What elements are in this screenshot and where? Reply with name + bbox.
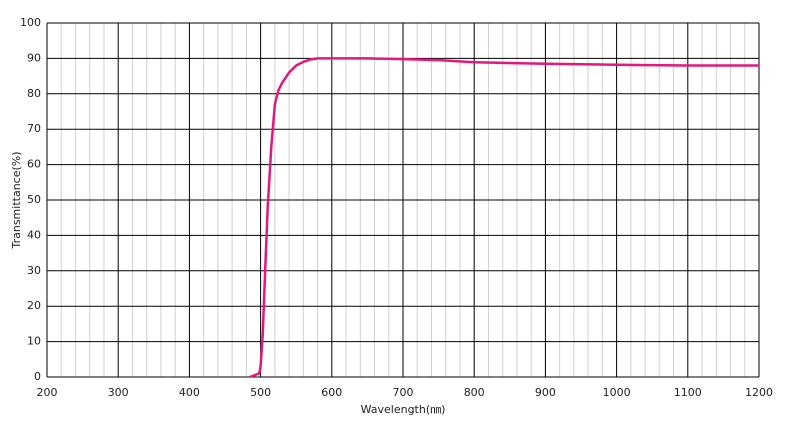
x-tick-label: 200 [37,386,58,399]
y-tick-label: 90 [27,51,41,64]
y-tick-label: 20 [27,299,41,312]
x-tick-label: 300 [108,386,129,399]
y-tick-label: 30 [27,264,41,277]
x-tick-label: 1200 [745,386,773,399]
y-tick-label: 60 [27,158,41,171]
x-tick-label: 600 [321,386,342,399]
x-tick-label: 1100 [674,386,702,399]
data-line [249,57,759,379]
x-tick-label: 500 [250,386,271,399]
y-tick-label: 40 [27,228,41,241]
y-tick-label: 70 [27,122,41,135]
y-tick-label: 50 [27,193,41,206]
x-tick-label: 700 [393,386,414,399]
y-tick-label: 10 [27,335,41,348]
x-tick-label: 900 [535,386,556,399]
x-tick-label: 1000 [603,386,631,399]
y-tick-label: 100 [20,16,41,29]
x-axis-label: Wavelength(㎚) [361,403,446,416]
y-tick-label: 80 [27,87,41,100]
x-tick-label: 800 [464,386,485,399]
x-tick-label: 400 [179,386,200,399]
y-tick-label: 0 [34,370,41,383]
y-axis-label: Transmittance(%) [10,151,23,249]
